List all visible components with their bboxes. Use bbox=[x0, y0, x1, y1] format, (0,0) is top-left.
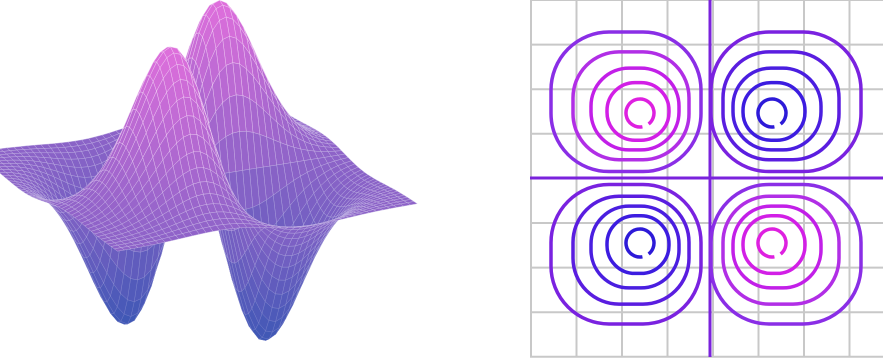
contour-line bbox=[756, 227, 788, 259]
contour-line bbox=[605, 80, 671, 142]
contour-line bbox=[589, 66, 681, 152]
surface-plot bbox=[0, 0, 418, 341]
surface-facet bbox=[113, 247, 125, 252]
contour-line bbox=[741, 80, 807, 142]
contour-line bbox=[571, 194, 691, 306]
contour-line bbox=[709, 182, 863, 326]
contour-line bbox=[731, 66, 823, 152]
contour-line bbox=[571, 50, 691, 162]
contour-line bbox=[721, 194, 841, 306]
contour-line bbox=[741, 214, 807, 276]
contour-plot bbox=[530, 0, 883, 358]
contour-line bbox=[589, 204, 681, 290]
contour-line bbox=[756, 97, 788, 129]
contour-line bbox=[624, 97, 656, 129]
contour-line bbox=[549, 182, 703, 326]
contour-line bbox=[605, 214, 671, 276]
contour-line bbox=[721, 50, 841, 162]
contour-line bbox=[624, 227, 656, 259]
contour-line bbox=[549, 30, 703, 174]
contour-line bbox=[709, 30, 863, 174]
contour-line bbox=[731, 204, 823, 290]
